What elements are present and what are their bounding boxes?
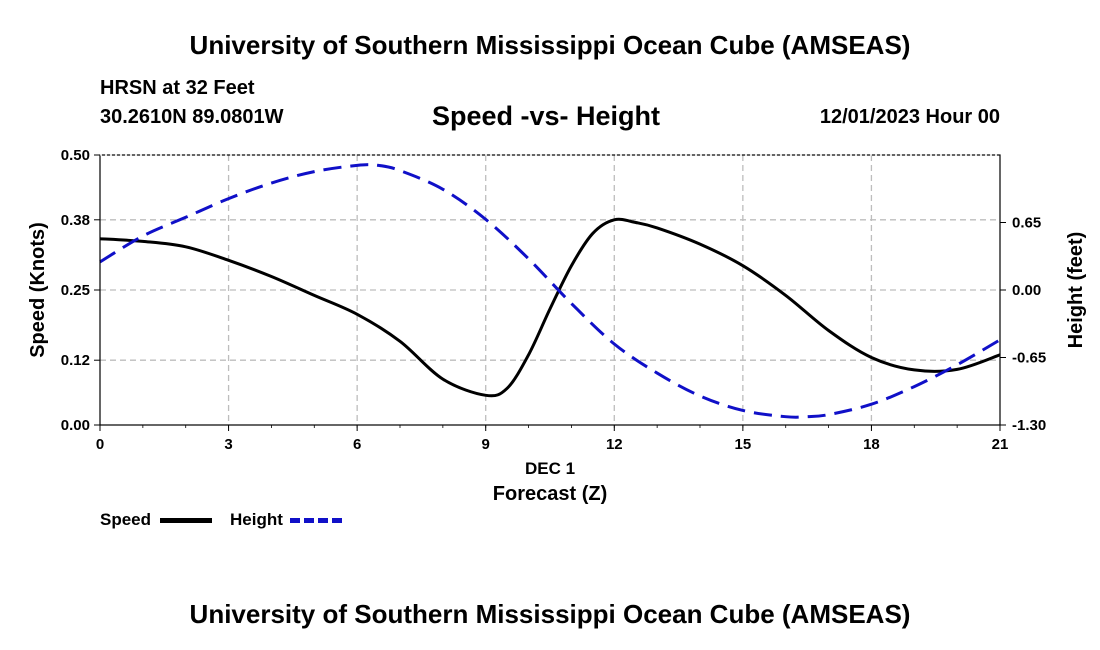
chart-subtitle: Speed -vs- Height — [432, 101, 661, 131]
tick-layer: 0 3 6 9 12 15 18 21 0.00 0.12 0.25 0.38 0.50 -1.30 -0.… — [61, 147, 1046, 453]
forecast-datetime: 12/01/2023 Hour 00 — [819, 106, 1000, 128]
legend-height-swatch — [290, 518, 342, 523]
legend-height-label: Height — [230, 510, 283, 529]
y-right-tick-label: -0.65 — [1012, 350, 1046, 367]
y-axis-right-title: Height (feet) — [1065, 232, 1087, 349]
height-series-line — [99, 163, 1001, 419]
speed-series-line — [99, 217, 1001, 398]
y-left-tick-label: 0.00 — [61, 417, 90, 434]
x-tick-label: 12 — [606, 436, 623, 453]
x-tick-label: 18 — [863, 436, 880, 453]
main-title: University of Southern Mississippi Ocean… — [189, 30, 911, 60]
footer-title: University of Southern Mississippi Ocean… — [189, 599, 911, 629]
x-tick-label: 21 — [992, 436, 1009, 453]
y-right-tick-label: 0.00 — [1012, 282, 1041, 299]
coordinates-label: 30.2610N 89.0801W — [100, 106, 284, 128]
y-right-tick-label: -1.30 — [1012, 417, 1046, 434]
legend-speed-swatch — [160, 518, 212, 523]
y-left-tick-label: 0.50 — [61, 147, 90, 164]
station-label: HRSN at 32 Feet — [100, 77, 255, 99]
x-axis-date-label: DEC 1 — [525, 459, 575, 478]
y-left-tick-label: 0.38 — [61, 212, 90, 229]
x-axis-title: Forecast (Z) — [493, 483, 607, 505]
y-left-tick-label: 0.12 — [61, 352, 90, 369]
x-tick-label: 3 — [224, 436, 232, 453]
x-tick-label: 6 — [353, 436, 361, 453]
series-layer — [99, 163, 1001, 419]
legend-speed-label: Speed — [100, 510, 152, 529]
x-tick-label: 9 — [482, 436, 490, 453]
x-tick-label: 15 — [735, 436, 752, 453]
y-right-tick-label: 0.65 — [1012, 215, 1041, 232]
y-left-tick-label: 0.25 — [61, 282, 90, 299]
x-tick-label: 0 — [96, 436, 104, 453]
y-axis-left-title: Speed (Knots) — [27, 222, 49, 358]
